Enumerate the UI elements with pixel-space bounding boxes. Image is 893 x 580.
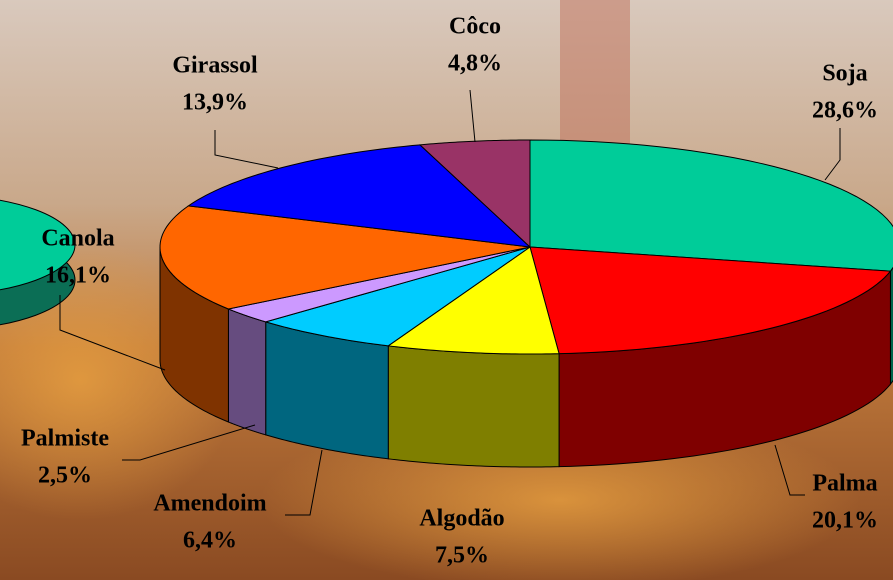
category-label: Canola bbox=[41, 226, 114, 252]
value-label: 13,9% bbox=[182, 90, 248, 116]
value-label: 20,1% bbox=[812, 508, 878, 534]
value-label: 4,8% bbox=[448, 51, 502, 77]
category-label: Algodão bbox=[419, 506, 504, 532]
value-label: 28,6% bbox=[812, 98, 878, 124]
category-label: Soja bbox=[822, 61, 867, 87]
category-label: Côco bbox=[449, 14, 501, 40]
category-label: Amendoim bbox=[153, 491, 266, 517]
pie-tops bbox=[160, 140, 893, 354]
value-label: 7,5% bbox=[435, 543, 489, 569]
value-label: 2,5% bbox=[38, 463, 92, 489]
category-label: Palmiste bbox=[21, 426, 109, 452]
category-label: Palma bbox=[812, 471, 877, 497]
slice-side bbox=[228, 309, 265, 435]
category-label: Girassol bbox=[172, 53, 258, 79]
value-label: 16,1% bbox=[45, 263, 111, 289]
chart: Soja 28,6% Palma 20,1% Algodão 7,5% Amendoim 6,… bbox=[0, 0, 893, 580]
value-label: 6,4% bbox=[183, 528, 237, 554]
slice-side bbox=[388, 346, 559, 467]
